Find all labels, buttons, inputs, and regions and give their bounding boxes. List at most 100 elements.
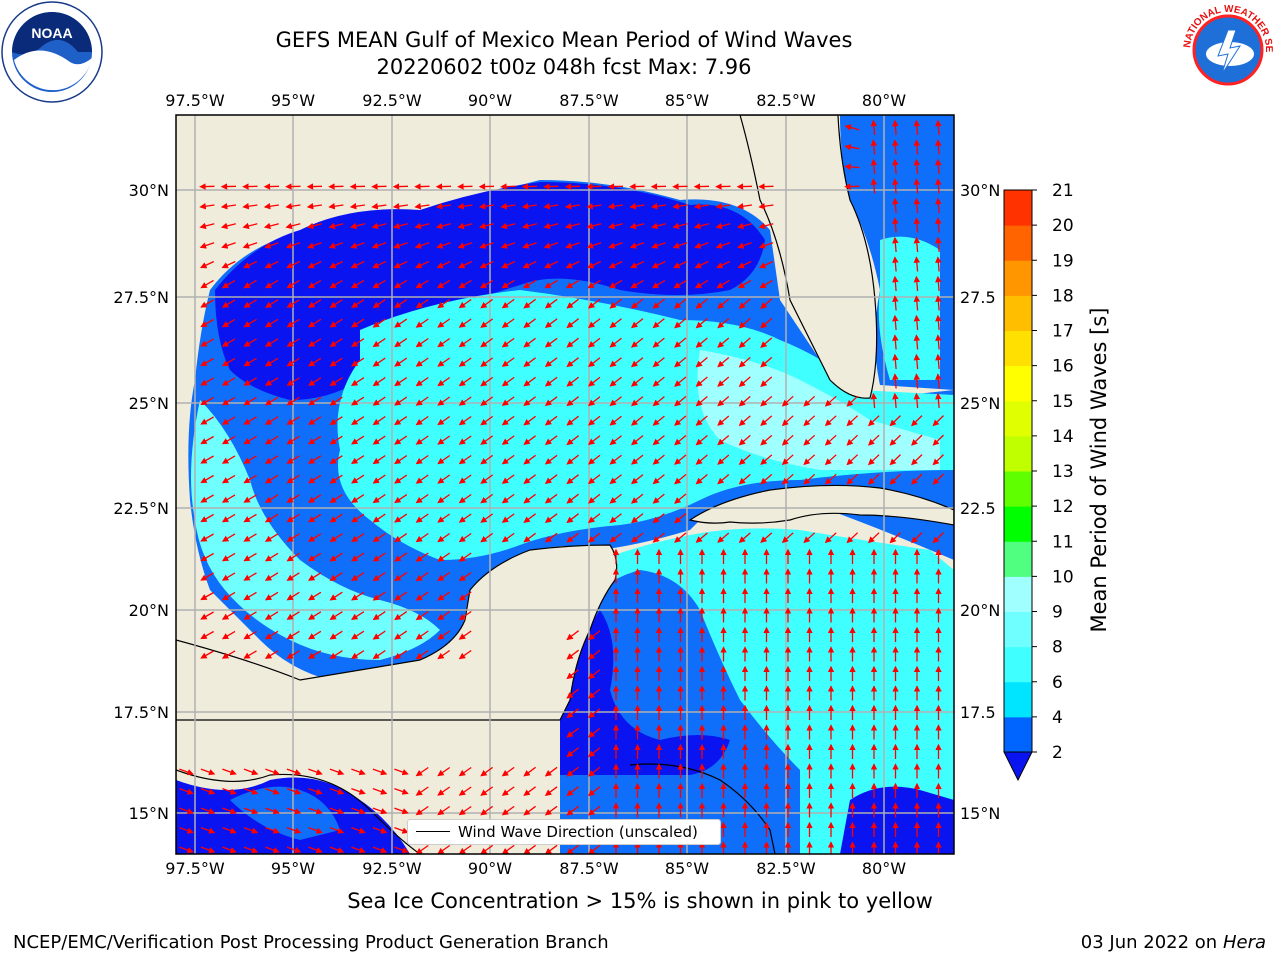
wind-wave-arrow bbox=[652, 474, 665, 485]
wind-wave-arrow bbox=[824, 454, 837, 466]
wind-wave-arrow bbox=[737, 242, 752, 249]
wind-wave-arrow bbox=[372, 807, 388, 815]
wind-wave-arrow bbox=[913, 197, 921, 214]
colorbar-tick-label: 17 bbox=[1052, 322, 1074, 342]
wind-wave-arrow bbox=[264, 318, 279, 328]
wind-wave-arrow bbox=[264, 552, 279, 562]
wind-wave-arrow bbox=[221, 455, 236, 464]
wind-wave-arrow bbox=[892, 217, 899, 233]
lon-tick-top: 97.5°W bbox=[165, 91, 225, 110]
wind-wave-arrow bbox=[695, 357, 708, 368]
wind-wave-arrow bbox=[630, 493, 644, 504]
wind-wave-arrow bbox=[458, 415, 472, 426]
wind-wave-arrow bbox=[437, 318, 451, 328]
wind-wave-arrow bbox=[652, 493, 665, 504]
wind-wave-arrow bbox=[199, 203, 215, 210]
wind-wave-arrow bbox=[265, 787, 280, 795]
wind-wave-arrow bbox=[415, 571, 429, 582]
wind-wave-arrow bbox=[867, 415, 880, 427]
wind-wave-arrow bbox=[630, 474, 644, 485]
wind-wave-arrow bbox=[351, 377, 365, 387]
wind-wave-arrow bbox=[523, 454, 536, 465]
wind-wave-arrow bbox=[501, 454, 515, 465]
wind-wave-arrow bbox=[674, 357, 687, 368]
wind-wave-arrow bbox=[630, 396, 644, 407]
wind-wave-arrow bbox=[608, 279, 623, 289]
wind-wave-arrow bbox=[200, 513, 214, 523]
wind-wave-arrow bbox=[566, 396, 579, 407]
wind-wave-arrow bbox=[738, 454, 751, 465]
wind-wave-arrow bbox=[221, 377, 236, 386]
wind-wave-arrow bbox=[935, 158, 942, 175]
colorbar-bin bbox=[1004, 646, 1032, 683]
wind-wave-arrow bbox=[372, 552, 386, 562]
colorbar-tick-label: 16 bbox=[1052, 357, 1074, 377]
wind-wave-arrow bbox=[264, 242, 279, 249]
wind-wave-arrow bbox=[200, 299, 214, 308]
colorbar-under-arrow bbox=[1003, 751, 1033, 782]
wind-wave-arrow bbox=[221, 533, 236, 542]
wind-wave-arrow bbox=[264, 396, 279, 406]
colorbar-label: Mean Period of Wind Waves [s] bbox=[1087, 308, 1111, 633]
wind-wave-arrow bbox=[372, 377, 386, 387]
wind-wave-arrow bbox=[480, 766, 494, 777]
wind-wave-arrow bbox=[307, 591, 322, 601]
wind-wave-arrow bbox=[587, 727, 601, 738]
wind-wave-arrow bbox=[760, 454, 773, 465]
wind-wave-arrow bbox=[608, 260, 623, 269]
colorbar-bin bbox=[1004, 576, 1032, 612]
wind-wave-arrow bbox=[674, 454, 687, 465]
wind-wave-arrow bbox=[307, 318, 322, 328]
footer-date-text: 03 Jun 2022 on bbox=[1080, 932, 1218, 953]
lon-tick-top: 80°W bbox=[862, 91, 906, 110]
wind-wave-arrow bbox=[264, 299, 279, 308]
wind-wave-arrow bbox=[351, 474, 365, 484]
wind-wave-arrow bbox=[652, 532, 665, 543]
wind-wave-arrow bbox=[651, 242, 666, 249]
wind-wave-arrow bbox=[415, 552, 429, 562]
wind-wave-arrow bbox=[200, 357, 214, 367]
wind-wave-arrow bbox=[652, 415, 665, 426]
wind-wave-arrow bbox=[566, 747, 579, 758]
wind-wave-arrow bbox=[844, 163, 860, 171]
wind-wave-arrow bbox=[892, 353, 899, 370]
colorbar-bin bbox=[1004, 541, 1032, 577]
wind-wave-arrow bbox=[935, 236, 942, 253]
wind-wave-arrow bbox=[351, 416, 365, 426]
wind-wave-arrow bbox=[286, 513, 300, 523]
wind-wave-arrow bbox=[437, 435, 451, 445]
wind-wave-arrow bbox=[458, 260, 473, 269]
central-america-coast bbox=[176, 769, 421, 854]
wind-wave-arrow bbox=[414, 203, 430, 210]
lat-tick-left: 25°N bbox=[129, 394, 169, 413]
wind-wave-arrow bbox=[458, 493, 472, 504]
wind-wave-arrow bbox=[351, 299, 365, 309]
wind-wave-arrow bbox=[415, 415, 429, 426]
wind-wave-arrow bbox=[222, 787, 237, 795]
wind-wave-arrow bbox=[329, 455, 343, 465]
wind-wave-arrow bbox=[913, 295, 921, 311]
wind-wave-arrow bbox=[913, 275, 921, 292]
wind-wave-arrow bbox=[892, 334, 899, 350]
wind-wave-arrow bbox=[306, 203, 322, 210]
wind-wave-arrow bbox=[522, 260, 537, 269]
wind-wave-arrow bbox=[501, 532, 515, 543]
wind-wave-arrow bbox=[716, 260, 731, 269]
wind-wave-arrow bbox=[587, 766, 601, 777]
wind-wave-arrow bbox=[415, 318, 429, 328]
wind-wave-arrow bbox=[717, 318, 730, 329]
wind-wave-arrow bbox=[609, 357, 622, 368]
chart-subtitle: 20220602 t00z 048h fcst Max: 7.96 bbox=[376, 55, 752, 79]
wind-wave-arrow bbox=[372, 474, 386, 484]
wind-wave-arrow bbox=[351, 357, 365, 367]
wind-wave-arrow bbox=[523, 376, 536, 387]
wind-wave-arrow bbox=[844, 124, 860, 131]
wind-wave-arrow bbox=[307, 260, 322, 269]
wind-wave-arrow bbox=[652, 376, 665, 387]
wind-wave-arrow bbox=[437, 591, 451, 601]
wind-wave-arrow bbox=[264, 279, 279, 289]
wind-wave-arrow bbox=[889, 434, 901, 446]
wind-wave-arrow bbox=[913, 178, 921, 194]
wind-wave-arrow bbox=[221, 357, 236, 367]
